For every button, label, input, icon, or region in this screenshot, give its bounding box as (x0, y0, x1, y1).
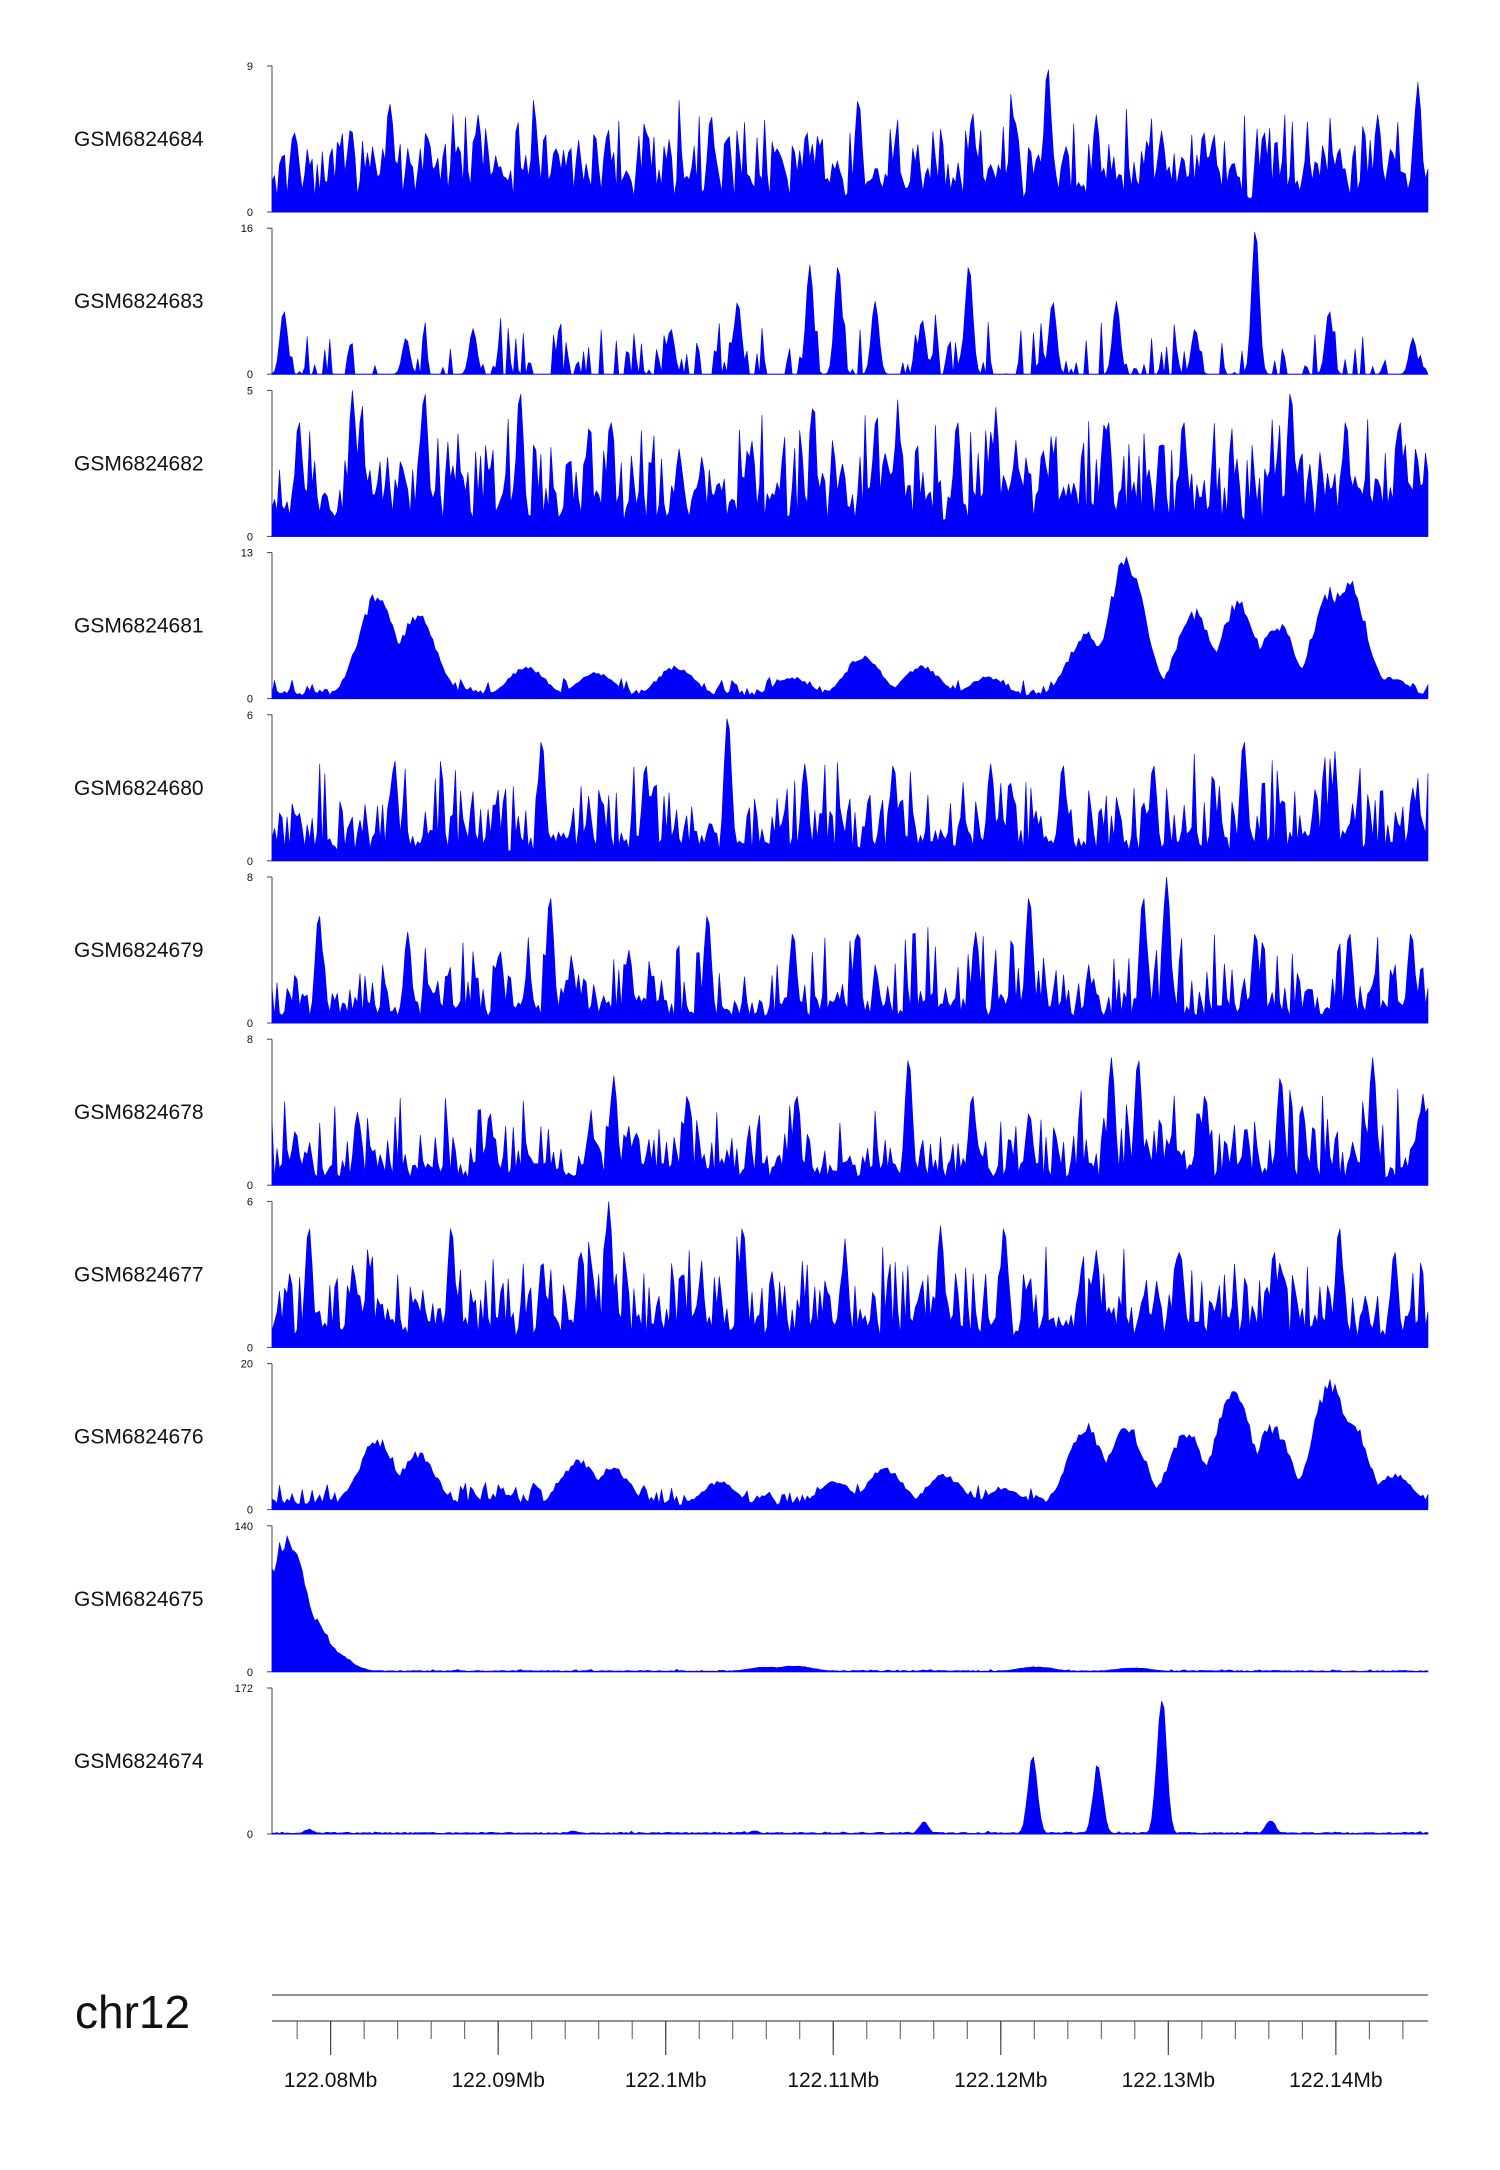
track-GSM6824680: GSM6824680 6 0 (74, 710, 1429, 868)
x-tick-label: 122.12Mb (954, 2069, 1047, 2092)
y-tick-label-min: 0 (247, 1505, 253, 1517)
y-tick-label-max: 13 (241, 548, 253, 560)
chromosome-label: chr12 (75, 1986, 190, 2038)
coverage-area-GSM6824684 (271, 69, 1429, 213)
y-tick-label-max: 8 (247, 872, 253, 884)
y-tick-label-min: 0 (247, 1667, 253, 1679)
y-tick-label-max: 6 (247, 1196, 253, 1208)
y-tick-label-max: 6 (247, 710, 253, 722)
track-GSM6824676: GSM6824676 20 0 (74, 1359, 1429, 1517)
y-tick-label-min: 0 (247, 369, 253, 381)
y-tick-label-min: 0 (247, 207, 253, 219)
coverage-area-GSM6824679 (271, 876, 1429, 1024)
y-tick-label-min: 0 (247, 856, 253, 868)
y-tick-label-min: 0 (247, 1018, 253, 1030)
track-GSM6824677: GSM6824677 6 0 (74, 1196, 1429, 1354)
y-tick-label-max: 16 (241, 223, 253, 235)
track-GSM6824679: GSM6824679 8 0 (74, 872, 1429, 1030)
x-tick-label: 122.11Mb (787, 2069, 879, 2092)
track-label: GSM6824678 (74, 1101, 204, 1124)
track-GSM6824674: GSM6824674 172 0 (74, 1683, 1429, 1841)
track-GSM6824682: GSM6824682 5 0 (74, 385, 1429, 543)
x-tick-label: 122.13Mb (1122, 2069, 1215, 2092)
track-GSM6824675: GSM6824675 140 0 (74, 1521, 1429, 1679)
coverage-area-GSM6824675 (271, 1534, 1429, 1673)
genomic-axis: chr12 122.08Mb 122.09Mb 122.1Mb 122.11Mb 122… (75, 1986, 1428, 2092)
x-tick-label: 122.1Mb (625, 2069, 707, 2092)
y-tick-label-min: 0 (247, 1342, 253, 1354)
coverage-area-GSM6824674 (271, 1700, 1429, 1835)
coverage-area-GSM6824677 (271, 1201, 1429, 1348)
y-tick-label-max: 20 (241, 1359, 253, 1371)
coverage-area-GSM6824682 (271, 390, 1429, 537)
coverage-area-GSM6824678 (271, 1057, 1429, 1186)
coverage-tracks: GSM682468490GSM6824683160GSM682468250GSM… (74, 61, 1429, 1841)
y-tick-label-max: 5 (247, 385, 253, 397)
track-label: GSM6824676 (74, 1426, 204, 1449)
coverage-area-GSM6824683 (271, 231, 1429, 376)
y-tick-label-max: 9 (247, 61, 253, 73)
track-label: GSM6824677 (74, 1263, 204, 1286)
track-label: GSM6824681 (74, 615, 204, 638)
y-tick-label-max: 172 (235, 1683, 253, 1695)
y-tick-label-min: 0 (247, 1829, 253, 1841)
track-label: GSM6824680 (74, 777, 204, 800)
track-label: GSM6824675 (74, 1588, 204, 1611)
track-label: GSM6824683 (74, 290, 204, 313)
coverage-area-GSM6824681 (271, 555, 1429, 699)
y-tick-label-min: 0 (247, 531, 253, 543)
track-GSM6824681: GSM6824681 13 0 (74, 548, 1429, 706)
x-tick-label: 122.08Mb (284, 2069, 377, 2092)
coverage-area-GSM6824680 (271, 718, 1429, 862)
track-label: GSM6824679 (74, 939, 204, 962)
y-tick-label-max: 8 (247, 1034, 253, 1046)
y-tick-label-min: 0 (247, 694, 253, 706)
coverage-area-GSM6824676 (271, 1379, 1429, 1510)
track-label: GSM6824684 (74, 128, 204, 151)
track-label: GSM6824674 (74, 1750, 204, 1773)
y-tick-label-max: 140 (235, 1521, 253, 1533)
y-tick-label-min: 0 (247, 1180, 253, 1192)
track-GSM6824683: GSM6824683 16 0 (74, 223, 1429, 381)
track-label: GSM6824682 (74, 452, 204, 475)
x-tick-label: 122.09Mb (451, 2069, 544, 2092)
track-GSM6824678: GSM6824678 8 0 (74, 1034, 1429, 1192)
track-GSM6824684: GSM6824684 9 0 (74, 61, 1429, 219)
x-tick-label: 122.14Mb (1289, 2069, 1382, 2092)
